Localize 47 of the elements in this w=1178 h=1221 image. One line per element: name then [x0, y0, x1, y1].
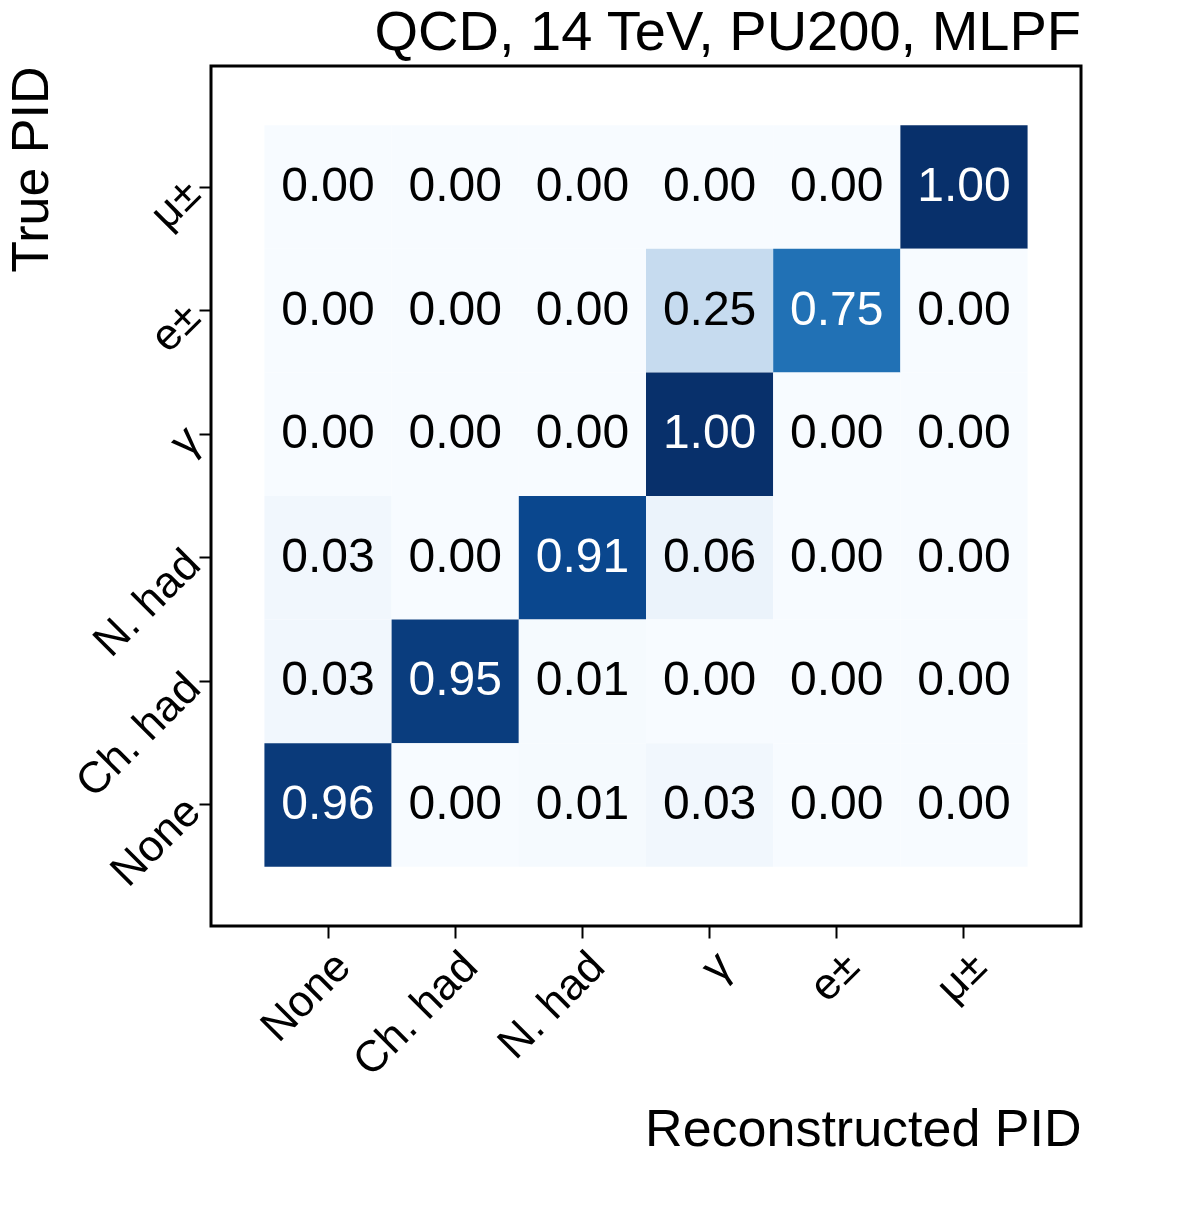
data-label: 0.00 — [917, 775, 1011, 829]
data-label: 0.00 — [408, 528, 502, 582]
data-label: 0.00 — [662, 158, 757, 212]
data-label: 0.00 — [917, 405, 1011, 459]
data-label: 0.00 — [790, 158, 884, 212]
data-label: 0.96 — [281, 775, 375, 829]
data-label: 0.00 — [917, 528, 1011, 582]
data-label: 0.00 — [408, 281, 502, 335]
data-label: 0.01 — [535, 775, 630, 829]
x-axis-title: Reconstructed PID — [645, 1098, 1082, 1157]
data-label: 0.06 — [662, 528, 757, 582]
x-tick-label: μ± — [925, 940, 996, 1011]
data-label: 0.75 — [790, 281, 884, 335]
data-label: 0.00 — [535, 405, 630, 459]
data-label: 0.00 — [535, 281, 630, 335]
data-label: 0.00 — [790, 405, 884, 459]
data-label: 0.00 — [662, 652, 757, 706]
x-tick-label: N. had — [487, 940, 614, 1068]
data-label: 0.91 — [535, 528, 630, 582]
chart-title: QCD, 14 TeV, PU200, MLPF — [374, 0, 1081, 62]
x-tick-label: e± — [798, 940, 868, 1010]
x-tick-label: γ — [690, 940, 741, 992]
data-label: 0.03 — [281, 528, 375, 582]
data-label: 0.00 — [408, 158, 502, 212]
y-tick-label: μ± — [139, 168, 210, 238]
data-label: 0.00 — [917, 281, 1011, 335]
data-label: 0.03 — [281, 652, 375, 706]
y-axis-title: True PID — [0, 66, 59, 273]
data-label: 0.00 — [281, 405, 375, 459]
data-label: 0.00 — [790, 652, 884, 706]
data-label: 0.00 — [790, 528, 884, 582]
data-label: 1.00 — [917, 158, 1011, 212]
data-label: 0.00 — [281, 281, 375, 335]
data-label: 0.95 — [408, 652, 502, 706]
y-tick-label: e± — [140, 291, 210, 361]
data-label: 0.00 — [408, 405, 502, 459]
data-label: 1.00 — [662, 405, 757, 459]
y-tick-label: N. had — [82, 538, 210, 666]
data-label: 0.00 — [917, 652, 1011, 706]
data-label: 0.00 — [408, 775, 502, 829]
data-label: 0.00 — [281, 158, 375, 212]
data-label: 0.00 — [790, 775, 884, 829]
data-label: 0.01 — [535, 652, 630, 706]
y-tick-label: γ — [158, 415, 210, 466]
data-label: 0.00 — [535, 158, 630, 212]
data-label: 0.25 — [662, 281, 757, 335]
data-label: 0.03 — [662, 775, 757, 829]
